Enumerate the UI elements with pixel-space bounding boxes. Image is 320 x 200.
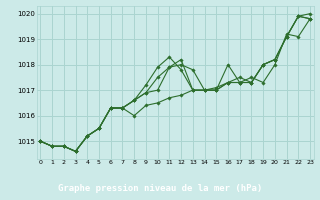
Text: Graphe pression niveau de la mer (hPa): Graphe pression niveau de la mer (hPa) — [58, 184, 262, 193]
